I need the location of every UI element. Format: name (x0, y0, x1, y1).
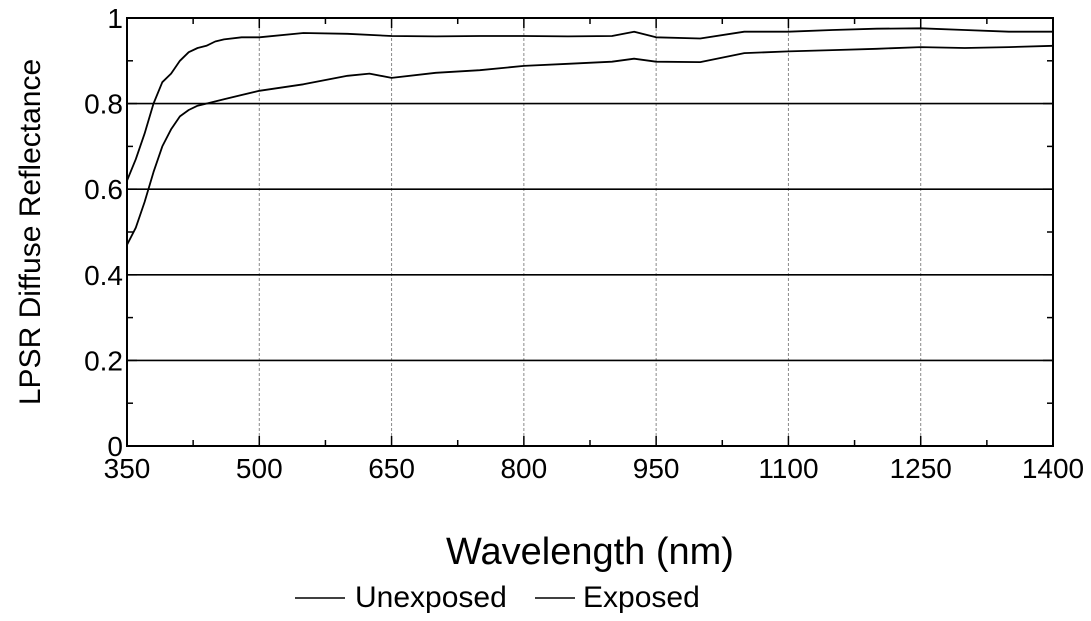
y-tick-label: 0 (107, 431, 123, 462)
x-tick-label: 800 (500, 453, 547, 484)
legend: Unexposed Exposed (295, 581, 700, 614)
y-tick-label: 0.8 (84, 89, 123, 120)
y-tick-label: 0.6 (84, 174, 123, 205)
y-tick-labels: 0 0.2 0.4 0.6 0.8 1 (84, 3, 123, 462)
grid-layer (127, 18, 1053, 446)
x-tick-label: 650 (368, 453, 415, 484)
x-tick-label: 1400 (1022, 453, 1084, 484)
x-tick-label: 1100 (758, 453, 818, 484)
y-tick-label: 0.4 (84, 260, 123, 291)
x-tick-label: 950 (633, 453, 680, 484)
plot-frame (126, 17, 1054, 447)
legend-label-exposed: Exposed (583, 581, 700, 614)
y-tick-label: 0.2 (84, 345, 123, 376)
tick-layer (126, 17, 1054, 447)
y-axis-title: LPSR Diffuse Reflectance (14, 59, 47, 405)
x-tick-label: 350 (104, 453, 151, 484)
series-line-exposed (126, 44, 1054, 246)
x-axis-title: Wavelength (nm) (446, 531, 734, 573)
x-tick-labels: 350 500 650 800 950 1100 1250 1400 (104, 453, 1085, 484)
series-layer (126, 27, 1054, 246)
y-tick-label: 1 (107, 3, 123, 34)
x-tick-label: 500 (236, 453, 283, 484)
x-tick-label: 1250 (890, 453, 952, 484)
series-line-unexposed (126, 27, 1053, 181)
legend-label-unexposed: Unexposed (355, 581, 507, 614)
